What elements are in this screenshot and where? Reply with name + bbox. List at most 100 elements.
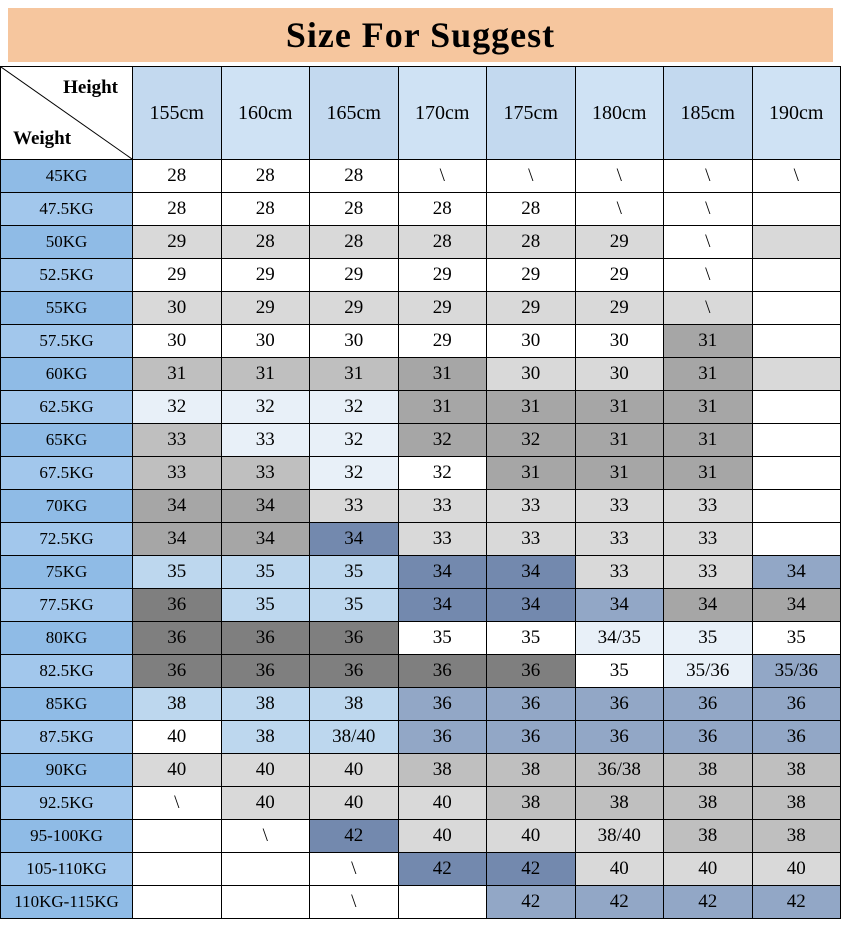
size-cell: 28 bbox=[309, 192, 399, 226]
size-cell: 36 bbox=[574, 687, 664, 721]
size-cell: 28 bbox=[220, 159, 310, 193]
table-row: 75KG 35 35 35 34 34 33 33 34 bbox=[0, 555, 841, 589]
size-cell: 38 bbox=[486, 753, 576, 787]
table-row: 67.5KG 33 33 32 32 31 31 31 bbox=[0, 456, 841, 490]
size-cell: 38 bbox=[663, 786, 753, 820]
corner-weight-label: Weight bbox=[13, 128, 72, 149]
size-cell: 33 bbox=[574, 555, 664, 589]
size-cell: 33 bbox=[397, 522, 487, 556]
size-cell: 28 bbox=[486, 225, 576, 259]
size-cell: 34 bbox=[397, 588, 487, 622]
size-cell: 42 bbox=[486, 885, 576, 919]
size-cell: \ bbox=[663, 192, 753, 226]
size-cell: 30 bbox=[132, 324, 222, 358]
size-cell: 29 bbox=[309, 291, 399, 325]
size-cell: 31 bbox=[574, 390, 664, 424]
size-cell: \ bbox=[663, 225, 753, 259]
weight-label: 52.5KG bbox=[0, 258, 133, 292]
size-cell: 31 bbox=[663, 456, 753, 490]
size-cell: 38/40 bbox=[574, 819, 664, 853]
size-cell: 36 bbox=[397, 720, 487, 754]
size-cell bbox=[751, 522, 841, 556]
size-cell bbox=[220, 852, 310, 886]
size-cell: 32 bbox=[309, 390, 399, 424]
size-cell: 38 bbox=[663, 753, 753, 787]
weight-label: 47.5KG bbox=[0, 192, 133, 226]
size-cell: 35 bbox=[486, 621, 576, 655]
size-cell: 29 bbox=[397, 324, 487, 358]
size-cell: 36 bbox=[132, 588, 222, 622]
size-cell: 40 bbox=[397, 786, 487, 820]
size-cell: 29 bbox=[574, 291, 664, 325]
size-cell: 35/36 bbox=[663, 654, 753, 688]
table-row: 50KG 29 28 28 28 28 29 \ bbox=[0, 225, 841, 259]
size-cell: 36 bbox=[663, 720, 753, 754]
size-cell: 28 bbox=[132, 159, 222, 193]
size-cell: 38 bbox=[309, 687, 399, 721]
size-cell: 32 bbox=[309, 423, 399, 457]
weight-label: 92.5KG bbox=[0, 786, 133, 820]
size-cell: 30 bbox=[574, 357, 664, 391]
size-cell: 38 bbox=[751, 819, 841, 853]
size-cell: 40 bbox=[220, 753, 310, 787]
size-cell: 34/35 bbox=[574, 621, 664, 655]
size-cell: 36 bbox=[486, 720, 576, 754]
size-cell: 38 bbox=[220, 720, 310, 754]
size-cell: 36/38 bbox=[574, 753, 664, 787]
size-cell: 33 bbox=[132, 423, 222, 457]
size-cell: 31 bbox=[397, 390, 487, 424]
weight-label: 57.5KG bbox=[0, 324, 133, 358]
size-cell: 40 bbox=[220, 786, 310, 820]
page-title: Size For Suggest bbox=[285, 15, 556, 55]
size-cell: 28 bbox=[309, 225, 399, 259]
size-cell: 40 bbox=[751, 852, 841, 886]
size-cell: 28 bbox=[132, 192, 222, 226]
table-row: 45KG 28 28 28 \ \ \ \ \ bbox=[0, 159, 841, 193]
size-suggestion-table: Height Weight 155cm 160cm 165cm 170cm 175cm 1… bbox=[0, 66, 841, 919]
table-row: 47.5KG 28 28 28 28 28 \ \ bbox=[0, 192, 841, 226]
column-header-170cm: 170cm bbox=[397, 66, 487, 160]
size-cell: 42 bbox=[486, 852, 576, 886]
size-cell: 29 bbox=[397, 291, 487, 325]
size-cell: 36 bbox=[751, 720, 841, 754]
size-cell: 34 bbox=[397, 555, 487, 589]
size-cell bbox=[132, 852, 222, 886]
size-cell: 36 bbox=[397, 687, 487, 721]
size-cell: 34 bbox=[309, 522, 399, 556]
size-cell: 40 bbox=[397, 819, 487, 853]
weight-label: 75KG bbox=[0, 555, 133, 589]
table-row: 85KG 38 38 38 36 36 36 36 36 bbox=[0, 687, 841, 721]
size-cell: 35 bbox=[309, 588, 399, 622]
size-cell: \ bbox=[132, 786, 222, 820]
size-cell: 40 bbox=[132, 720, 222, 754]
size-cell: 33 bbox=[574, 522, 664, 556]
size-cell: \ bbox=[486, 159, 576, 193]
size-cell: 35 bbox=[309, 555, 399, 589]
size-cell bbox=[751, 258, 841, 292]
weight-label: 105-110KG bbox=[0, 852, 133, 886]
size-cell: 31 bbox=[574, 456, 664, 490]
size-cell: 32 bbox=[486, 423, 576, 457]
size-cell bbox=[132, 885, 222, 919]
size-cell: 33 bbox=[397, 489, 487, 523]
size-cell: 38 bbox=[751, 786, 841, 820]
size-cell: 31 bbox=[663, 357, 753, 391]
weight-label: 55KG bbox=[0, 291, 133, 325]
size-cell: 33 bbox=[663, 522, 753, 556]
table-row: 52.5KG 29 29 29 29 29 29 \ bbox=[0, 258, 841, 292]
size-cell: 33 bbox=[663, 489, 753, 523]
size-cell: 34 bbox=[574, 588, 664, 622]
size-cell: 33 bbox=[132, 456, 222, 490]
table-row: 105-110KG \ 42 42 40 40 40 bbox=[0, 852, 841, 886]
size-cell: 29 bbox=[220, 258, 310, 292]
table-row: 62.5KG 32 32 32 31 31 31 31 bbox=[0, 390, 841, 424]
size-cell: \ bbox=[663, 291, 753, 325]
size-cell: 34 bbox=[486, 555, 576, 589]
size-cell: 40 bbox=[663, 852, 753, 886]
size-cell: 42 bbox=[397, 852, 487, 886]
size-cell: 38 bbox=[132, 687, 222, 721]
weight-label: 70KG bbox=[0, 489, 133, 523]
size-cell bbox=[751, 192, 841, 226]
size-cell: 42 bbox=[309, 819, 399, 853]
size-cell bbox=[751, 357, 841, 391]
